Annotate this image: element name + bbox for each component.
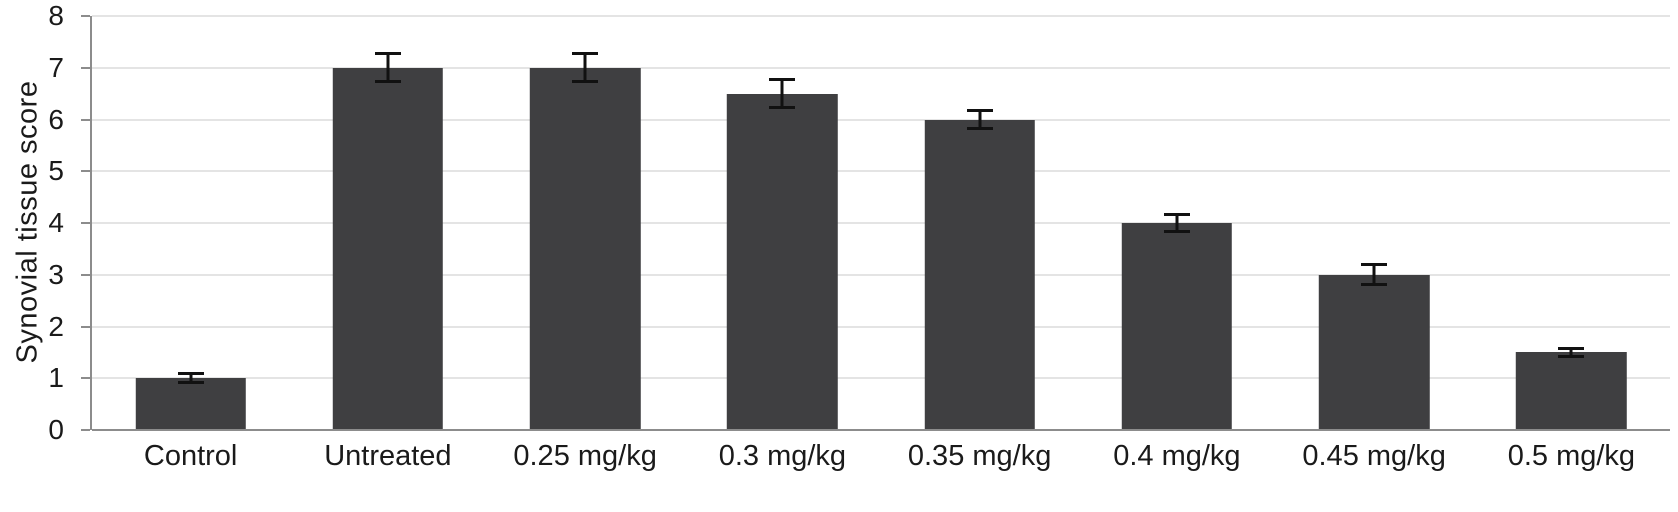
y-tick-label: 5 bbox=[48, 155, 64, 187]
plot-area bbox=[92, 15, 1670, 431]
gridline bbox=[92, 67, 1670, 69]
bar-0.4-mg-kg bbox=[1121, 223, 1233, 430]
gridline bbox=[92, 15, 1670, 17]
x-tick-label: Control bbox=[143, 440, 238, 472]
bar-slot bbox=[487, 16, 684, 430]
bar-0.5-mg-kg bbox=[1516, 352, 1627, 430]
y-tick-mark bbox=[81, 325, 90, 328]
error-bar-stem bbox=[189, 372, 193, 385]
y-tick-mark bbox=[81, 222, 90, 224]
y-tick-label: 7 bbox=[48, 51, 64, 83]
error-bar bbox=[1163, 212, 1190, 234]
y-axis-line bbox=[90, 16, 92, 430]
x-tick-label: 0.4 mg/kg bbox=[1113, 440, 1241, 472]
bar-slot bbox=[92, 16, 289, 430]
y-tick-mark bbox=[81, 170, 90, 173]
bar-untreated bbox=[332, 67, 444, 430]
bar-slot bbox=[1078, 16, 1275, 430]
bar-0.45-mg-kg bbox=[1318, 274, 1430, 430]
error-bar-cap bbox=[374, 80, 401, 84]
error-bar-cap bbox=[966, 126, 993, 130]
y-tick-label: 8 bbox=[48, 0, 64, 31]
gridline bbox=[92, 326, 1670, 327]
y-tick-mark bbox=[81, 429, 90, 431]
y-tick-mark bbox=[81, 66, 90, 69]
error-bar-stem bbox=[583, 52, 587, 84]
gridline bbox=[92, 377, 1670, 379]
error-bar-cap bbox=[1558, 354, 1585, 358]
y-tick-label: 2 bbox=[48, 310, 64, 342]
bar-0.35-mg-kg bbox=[924, 119, 1035, 430]
x-axis-labels: Control Untreated 0.25 mg/kg 0.3 mg/kg 0.35 … bbox=[92, 440, 1670, 484]
gridline bbox=[92, 222, 1670, 224]
x-tick-label: 0.35 mg/kg bbox=[907, 440, 1052, 472]
error-bar bbox=[769, 78, 796, 110]
y-tick-label: 0 bbox=[48, 414, 64, 445]
bar-control bbox=[135, 378, 246, 430]
y-axis: 0 1 2 3 4 5 6 7 8 bbox=[0, 2, 90, 444]
error-bar bbox=[374, 52, 401, 84]
error-bar-cap bbox=[572, 80, 599, 84]
bar-slot bbox=[289, 16, 486, 430]
error-bar-stem bbox=[1569, 347, 1573, 358]
error-bar-stem bbox=[978, 109, 982, 130]
gridline bbox=[92, 170, 1670, 172]
error-bar-cap bbox=[177, 381, 204, 385]
x-tick-label: 0.3 mg/kg bbox=[718, 440, 847, 472]
error-bar bbox=[1558, 347, 1585, 358]
x-tick-label: 0.45 mg/kg bbox=[1302, 440, 1446, 472]
bar-slot bbox=[1473, 16, 1670, 430]
y-tick-label: 1 bbox=[48, 362, 64, 394]
x-axis-line bbox=[92, 429, 1670, 431]
y-tick-mark bbox=[81, 273, 90, 276]
error-bar bbox=[966, 109, 993, 130]
y-tick-label: 4 bbox=[48, 207, 64, 238]
y-tick-mark bbox=[81, 118, 90, 121]
y-tick-mark bbox=[81, 15, 90, 17]
x-tick-label: 0.25 mg/kg bbox=[513, 440, 657, 472]
error-bar bbox=[177, 372, 204, 385]
x-tick-label: Untreated bbox=[324, 440, 452, 472]
x-tick-label: 0.5 mg/kg bbox=[1507, 440, 1636, 472]
error-bar-cap bbox=[1163, 230, 1190, 234]
bar-0.3-mg-kg bbox=[727, 93, 838, 430]
bar-slot bbox=[1276, 16, 1473, 430]
gridline bbox=[92, 274, 1670, 276]
error-bar-cap bbox=[769, 106, 796, 110]
gridline bbox=[92, 119, 1670, 120]
y-tick-label: 3 bbox=[48, 258, 64, 290]
error-bar bbox=[1361, 263, 1388, 287]
error-bar-stem bbox=[780, 78, 784, 110]
error-bar-stem bbox=[386, 52, 390, 84]
error-bar-cap bbox=[1361, 283, 1388, 287]
y-tick-label: 6 bbox=[48, 103, 64, 135]
bar-0.25-mg-kg bbox=[529, 67, 641, 430]
y-tick-mark bbox=[81, 377, 90, 380]
error-bar bbox=[572, 52, 599, 84]
error-bar-stem bbox=[1372, 263, 1376, 287]
error-bar-stem bbox=[1175, 212, 1179, 234]
bar-slot bbox=[881, 16, 1078, 430]
bar-slot bbox=[684, 16, 881, 430]
